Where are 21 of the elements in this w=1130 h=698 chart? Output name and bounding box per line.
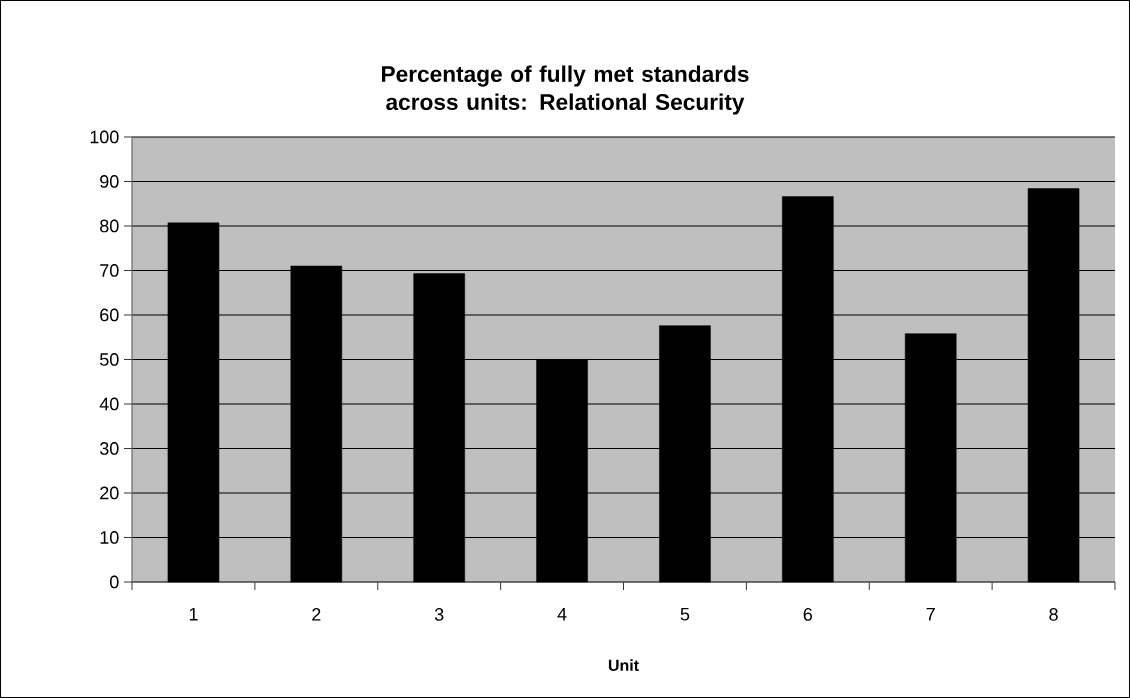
chart-title: Percentage of fully met standards across units: Relational Security	[382, 65, 749, 115]
x-tick-label: 5	[680, 608, 690, 621]
x-tick-label: 7	[926, 608, 935, 621]
y-tick-label: 50	[99, 353, 119, 366]
y-tick-label: 10	[100, 531, 119, 544]
y-tick-label: 40	[99, 397, 119, 411]
x-axis-title: Unit	[608, 659, 639, 671]
y-tick-label: 90	[100, 175, 119, 188]
y-tick-label: 80	[100, 219, 119, 233]
x-tick-label: 3	[434, 608, 444, 621]
x-tick-label: 4	[557, 608, 567, 621]
x-tick-label: 6	[803, 608, 813, 621]
x-tick-label: 8	[1049, 608, 1058, 621]
x-tick-label: 2	[312, 608, 321, 621]
y-tick-label: 60	[100, 308, 119, 322]
y-tick-label: 70	[100, 264, 119, 277]
y-tick-label: 0	[110, 575, 119, 589]
x-tick-label: 1	[189, 608, 198, 621]
y-tick-label: 100	[90, 130, 119, 144]
y-tick-label: 30	[99, 442, 119, 455]
y-tick-label: 20	[100, 486, 119, 500]
